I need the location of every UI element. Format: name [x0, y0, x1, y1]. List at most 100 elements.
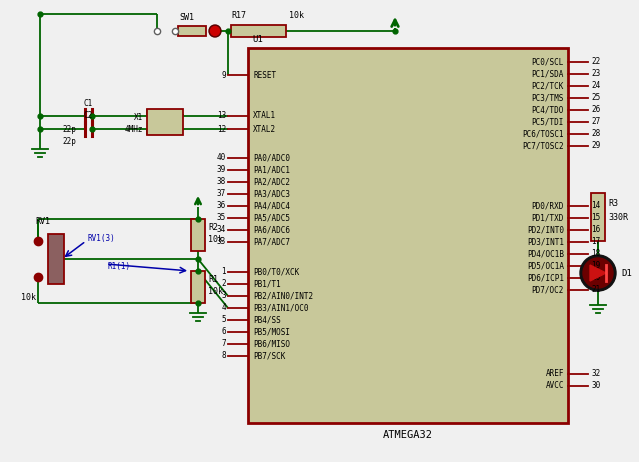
- Bar: [191, 219, 205, 251]
- Text: 10k: 10k: [20, 292, 36, 302]
- Text: 22: 22: [591, 57, 600, 67]
- Bar: [48, 234, 64, 284]
- Text: 27: 27: [591, 117, 600, 127]
- Text: 14: 14: [591, 201, 600, 211]
- Text: PD2/INT0: PD2/INT0: [527, 225, 564, 235]
- Text: 3: 3: [221, 292, 226, 300]
- Text: 1: 1: [221, 267, 226, 276]
- Bar: [248, 48, 568, 423]
- Text: 33: 33: [217, 237, 226, 247]
- Text: 12: 12: [217, 124, 226, 134]
- Text: PA7/ADC7: PA7/ADC7: [253, 237, 290, 247]
- Text: ATMEGA32: ATMEGA32: [383, 430, 433, 440]
- Text: PC0/SCL: PC0/SCL: [532, 57, 564, 67]
- Text: 16: 16: [591, 225, 600, 235]
- Text: R3: R3: [608, 199, 618, 207]
- Polygon shape: [590, 265, 606, 281]
- Text: PD7/OC2: PD7/OC2: [532, 286, 564, 294]
- Text: 10k: 10k: [208, 286, 223, 296]
- Text: 17: 17: [591, 237, 600, 247]
- Circle shape: [583, 258, 613, 288]
- Text: PA1/ADC1: PA1/ADC1: [253, 165, 290, 175]
- Text: SW1: SW1: [180, 13, 194, 23]
- Text: R17: R17: [231, 12, 246, 20]
- Text: 10k: 10k: [208, 235, 223, 243]
- Text: 22p: 22p: [62, 124, 76, 134]
- Text: PD1/TXD: PD1/TXD: [532, 213, 564, 223]
- Bar: [147, 109, 183, 135]
- Text: C1: C1: [84, 98, 93, 108]
- Bar: [591, 193, 605, 241]
- Text: 21: 21: [591, 286, 600, 294]
- Text: PC2/TCK: PC2/TCK: [532, 81, 564, 91]
- Text: 2: 2: [221, 280, 226, 288]
- Text: PD3/INT1: PD3/INT1: [527, 237, 564, 247]
- Text: PC5/TDI: PC5/TDI: [532, 117, 564, 127]
- Text: 5: 5: [221, 316, 226, 324]
- Text: 10k: 10k: [289, 12, 304, 20]
- Text: PB7/SCK: PB7/SCK: [253, 352, 286, 360]
- Text: PD6/ICP1: PD6/ICP1: [527, 274, 564, 282]
- Text: 26: 26: [591, 105, 600, 115]
- Text: 36: 36: [217, 201, 226, 211]
- Text: PD5/OC1A: PD5/OC1A: [527, 261, 564, 270]
- Text: 28: 28: [591, 129, 600, 139]
- Text: PC6/TOSC1: PC6/TOSC1: [522, 129, 564, 139]
- Text: PB5/MOSI: PB5/MOSI: [253, 328, 290, 336]
- Text: PD0/RXD: PD0/RXD: [532, 201, 564, 211]
- Text: 15: 15: [591, 213, 600, 223]
- Bar: [231, 25, 286, 37]
- Text: 6: 6: [221, 328, 226, 336]
- Text: AREF: AREF: [546, 370, 564, 378]
- Bar: [191, 271, 205, 303]
- Text: PB4/SS: PB4/SS: [253, 316, 281, 324]
- Text: 19: 19: [591, 261, 600, 270]
- Text: PA3/ADC3: PA3/ADC3: [253, 189, 290, 199]
- Text: PC7/TOSC2: PC7/TOSC2: [522, 141, 564, 151]
- Text: PC3/TMS: PC3/TMS: [532, 93, 564, 103]
- Text: 30: 30: [591, 382, 600, 390]
- Circle shape: [580, 255, 616, 291]
- Text: PA2/ADC2: PA2/ADC2: [253, 177, 290, 187]
- Text: PD4/OC1B: PD4/OC1B: [527, 249, 564, 259]
- Text: 20: 20: [591, 274, 600, 282]
- Text: PA4/ADC4: PA4/ADC4: [253, 201, 290, 211]
- Text: 29: 29: [591, 141, 600, 151]
- Circle shape: [210, 26, 220, 36]
- Text: 24: 24: [591, 81, 600, 91]
- Text: 25: 25: [591, 93, 600, 103]
- Text: 4MHz: 4MHz: [125, 124, 143, 134]
- Text: 23: 23: [591, 69, 600, 79]
- Text: PC1/SDA: PC1/SDA: [532, 69, 564, 79]
- Text: 7: 7: [221, 340, 226, 348]
- Text: 39: 39: [217, 165, 226, 175]
- Text: PB1/T1: PB1/T1: [253, 280, 281, 288]
- Text: 35: 35: [217, 213, 226, 223]
- Text: 38: 38: [217, 177, 226, 187]
- Text: 4: 4: [221, 304, 226, 312]
- Text: 9: 9: [221, 71, 226, 79]
- Text: PB6/MISO: PB6/MISO: [253, 340, 290, 348]
- Text: R1(1): R1(1): [108, 262, 131, 272]
- Text: PC4/TDO: PC4/TDO: [532, 105, 564, 115]
- Text: C2: C2: [84, 111, 93, 121]
- Text: 22p: 22p: [62, 138, 76, 146]
- Circle shape: [209, 25, 221, 37]
- Text: D1: D1: [621, 268, 632, 278]
- Text: X1: X1: [134, 113, 143, 122]
- Text: 37: 37: [217, 189, 226, 199]
- Text: 330R: 330R: [608, 213, 628, 221]
- Bar: [178, 26, 206, 36]
- Text: PA5/ADC5: PA5/ADC5: [253, 213, 290, 223]
- Text: PB0/T0/XCK: PB0/T0/XCK: [253, 267, 299, 276]
- Text: PA6/ADC6: PA6/ADC6: [253, 225, 290, 235]
- Text: 34: 34: [217, 225, 226, 235]
- Text: PB3/AIN1/OC0: PB3/AIN1/OC0: [253, 304, 309, 312]
- Text: AVCC: AVCC: [546, 382, 564, 390]
- Text: RV1(3): RV1(3): [88, 235, 116, 243]
- Text: RV1: RV1: [36, 217, 50, 225]
- Text: R1: R1: [208, 274, 218, 284]
- Text: U1: U1: [252, 36, 263, 44]
- Text: R2: R2: [208, 223, 218, 231]
- Text: RESET: RESET: [253, 71, 276, 79]
